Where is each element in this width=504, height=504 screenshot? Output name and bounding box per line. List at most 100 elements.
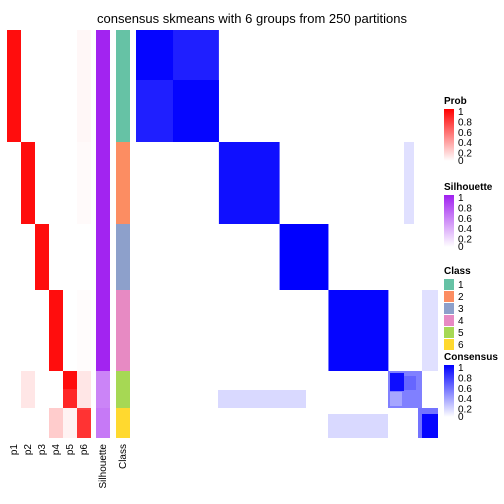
legend-gradient-consensus — [444, 365, 454, 417]
consensus-subblock-5a — [390, 373, 404, 391]
legend-tick-consensus: 1 — [458, 363, 464, 374]
prob-cell-p1-class-4 — [7, 290, 21, 371]
legend-tick-prob: 0.4 — [458, 138, 472, 149]
legend-tick-prob: 0.2 — [458, 149, 472, 160]
prob-cell-p6-class-3 — [77, 224, 91, 290]
prob-cell-p1-class-2 — [7, 142, 21, 224]
prob-cell-p4-class-2 — [49, 142, 63, 224]
prob-cell-p6-class-2 — [77, 142, 91, 224]
prob-cell-p1-class-6 — [7, 408, 21, 438]
legend-swatch-class-5 — [444, 327, 454, 338]
column-label-p4: p4 — [51, 444, 62, 456]
prob-cell-p3-class-1 — [35, 30, 49, 142]
legend-label-class-4: 4 — [458, 316, 464, 327]
prob-cell-p3-class-6 — [35, 408, 49, 438]
legend-gradient-prob — [444, 109, 454, 161]
legend-swatch-class-6 — [444, 339, 454, 350]
prob-cell-p2-class-2 — [21, 142, 35, 224]
prob-columns — [7, 30, 91, 438]
silhouette-cell-class-2 — [96, 142, 110, 224]
silhouette-cell-class-1 — [96, 30, 110, 142]
prob-cell-p4-class-4 — [49, 290, 63, 371]
legend-tick-prob: 1 — [458, 107, 464, 118]
legend-tick-consensus: 0 — [458, 412, 464, 423]
prob-cell-p5-class-6 — [63, 408, 77, 438]
prob-cell-p3-class-3 — [35, 224, 49, 290]
prob-cell-p3-class-4 — [35, 290, 49, 371]
legend-label-class-2: 2 — [458, 292, 464, 303]
prob-cell-p4-class-3 — [49, 224, 63, 290]
consensus-block-2 — [218, 142, 280, 224]
prob-cell-p3-class-5 — [35, 371, 49, 408]
class-cell-5 — [116, 371, 130, 408]
legend-tick-silhouette: 1 — [458, 193, 464, 204]
prob-cell-p6-detail — [77, 410, 91, 438]
silhouette-cell-class-4 — [96, 290, 110, 371]
column-label-p5: p5 — [65, 444, 76, 456]
consensus-block-3 — [279, 224, 329, 290]
prob-cell-p6-class-5 — [77, 371, 91, 408]
consensus-matrix — [136, 30, 438, 438]
legend-tick-silhouette: 0.6 — [458, 214, 472, 225]
legend-title-silhouette: Silhouette — [444, 182, 493, 193]
legend-label-class-1: 1 — [458, 280, 464, 291]
class-column — [116, 30, 130, 438]
legend-tick-silhouette: 0.4 — [458, 224, 472, 235]
column-labels: p1 p2 p3 p4 p5 p6 Silhouette Class — [9, 444, 129, 489]
column-label-p2: p2 — [23, 444, 34, 456]
legend-tick-consensus: 0.8 — [458, 373, 472, 384]
consensus-block-4 — [328, 290, 389, 371]
chart-title: consensus skmeans with 6 groups from 250… — [97, 11, 407, 26]
legend-tick-prob: 0.6 — [458, 128, 472, 139]
consensus-offdiag-4-6 — [422, 290, 438, 371]
prob-cell-p5-class-4 — [63, 290, 77, 371]
prob-cell-p2-class-6 — [21, 408, 35, 438]
legend-label-class-3: 3 — [458, 304, 464, 315]
prob-cell-p4-detail — [49, 415, 63, 438]
legend-label-class-5: 5 — [458, 328, 464, 339]
consensus-subblock-6a — [422, 414, 438, 438]
prob-cell-p4-class-5 — [49, 371, 63, 408]
consensus-offdiag-6-4 — [328, 414, 388, 438]
legend-tick-consensus: 0.2 — [458, 405, 472, 416]
prob-cell-p2-class-5 — [21, 371, 35, 408]
column-label-class: Class — [118, 444, 129, 469]
prob-cell-p4-class-1 — [49, 30, 63, 142]
prob-cell-p2-class-4 — [21, 290, 35, 371]
legend-swatch-class-2 — [444, 291, 454, 302]
consensus-subblock-5b — [404, 376, 416, 390]
legend-label-class-6: 6 — [458, 340, 464, 351]
prob-cell-p1-class-3 — [7, 224, 21, 290]
legend-tick-prob: 0 — [458, 156, 464, 167]
legend-swatch-class-3 — [444, 303, 454, 314]
consensus-offdiag-5-2 — [218, 390, 306, 408]
prob-cell-p5-class-1 — [63, 30, 77, 142]
legends: Prob10.80.60.40.20Silhouette10.80.60.40.… — [444, 96, 498, 423]
class-cell-4 — [116, 290, 130, 371]
silhouette-column — [96, 30, 110, 438]
consensus-subblock-1b — [173, 80, 219, 142]
prob-cell-p5-detail — [63, 371, 77, 389]
prob-cell-p2-class-1 — [21, 30, 35, 142]
legend-title-class: Class — [444, 266, 471, 277]
legend-title-prob: Prob — [444, 96, 467, 107]
class-cell-3 — [116, 224, 130, 290]
class-cell-2 — [116, 142, 130, 224]
prob-cell-p5-class-3 — [63, 224, 77, 290]
legend-swatch-class-1 — [444, 279, 454, 290]
legend-tick-silhouette: 0.8 — [458, 203, 472, 214]
legend-title-consensus: Consensus — [444, 352, 498, 363]
legend-tick-consensus: 0.6 — [458, 384, 472, 395]
prob-cell-p2-class-3 — [21, 224, 35, 290]
legend-gradient-silhouette — [444, 195, 454, 247]
prob-cell-p1-class-5 — [7, 371, 21, 408]
legend-tick-consensus: 0.4 — [458, 394, 472, 405]
legend-tick-prob: 0.8 — [458, 117, 472, 128]
class-cell-1 — [116, 30, 130, 142]
prob-cell-p6-class-4 — [77, 290, 91, 371]
prob-cell-p3-class-2 — [35, 142, 49, 224]
column-label-p1: p1 — [9, 444, 20, 456]
column-label-p6: p6 — [79, 444, 90, 456]
consensus-offdiag-2-5 — [404, 142, 414, 224]
consensus-subblock-5c — [390, 392, 402, 406]
